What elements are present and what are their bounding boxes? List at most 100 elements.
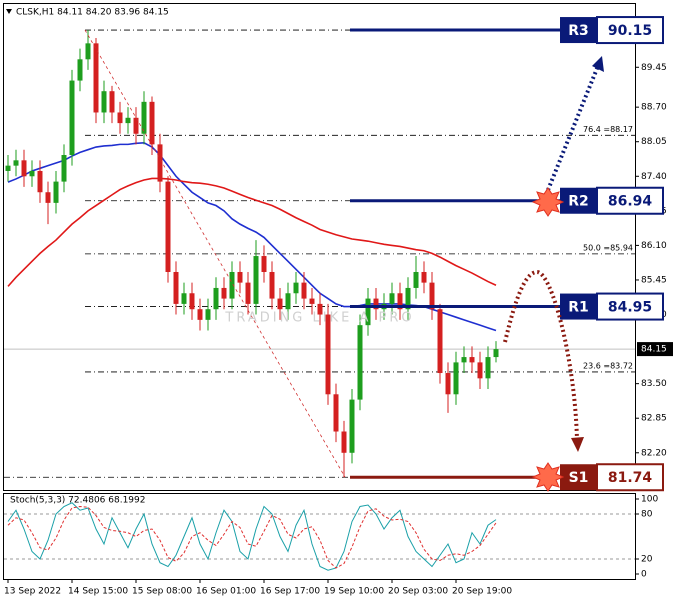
- candle-body: [21, 160, 27, 177]
- candle-body: [493, 349, 499, 358]
- x-tick-label: 16 Sep 01:00: [196, 587, 256, 597]
- candle-body: [221, 287, 227, 299]
- candle-body: [253, 256, 259, 304]
- y-tick-label: 87.40: [641, 172, 667, 182]
- level-name-box: [560, 187, 597, 214]
- fib-trendline: [84, 29, 346, 478]
- level-name: R1: [568, 300, 589, 316]
- candle-body: [37, 170, 43, 193]
- candle-body: [485, 357, 491, 379]
- level-value: 86.94: [608, 194, 653, 210]
- arrow-down: [503, 269, 579, 441]
- indicator-y-tick-label: 20: [641, 555, 653, 565]
- candle-body: [421, 271, 427, 283]
- candle-body: [469, 357, 475, 363]
- x-tick-label: 20 Sep 19:00: [452, 587, 512, 597]
- candle-body: [341, 431, 347, 453]
- indicator-y-tick-label: 80: [641, 510, 653, 520]
- candle-body: [69, 80, 75, 156]
- candle-body: [301, 282, 307, 299]
- candle-body: [157, 144, 163, 182]
- candle-body: [117, 112, 123, 124]
- arrow-up: [546, 65, 600, 191]
- indicator-title: Stoch(5,3,3) 72.4806 68.1992: [10, 496, 145, 506]
- candle-body: [445, 373, 451, 395]
- candle-body: [29, 170, 35, 177]
- candle-body: [125, 117, 131, 124]
- y-tick-label: 82.85: [641, 414, 667, 424]
- candle-body: [429, 282, 435, 310]
- candle-body: [373, 298, 379, 310]
- candle-body: [285, 293, 291, 310]
- moving-average: [7, 177, 497, 287]
- arrow-head: [592, 56, 604, 72]
- x-tick-label: 14 Sep 15:00: [68, 587, 128, 597]
- candle-body: [397, 293, 403, 310]
- level-value: 90.15: [608, 23, 652, 39]
- x-tick-label: 13 Sep 2022: [4, 587, 61, 597]
- x-tick-label: 16 Sep 17:00: [260, 587, 320, 597]
- y-tick-label: 89.45: [641, 63, 667, 73]
- candle-body: [405, 287, 411, 310]
- candle-body: [149, 101, 155, 145]
- candle-body: [229, 271, 235, 299]
- candle-body: [357, 325, 363, 400]
- level-name-box: [560, 17, 597, 44]
- candle-body: [317, 303, 323, 315]
- level-value-box: [596, 292, 664, 321]
- candle-body: [413, 271, 419, 288]
- burst-icon: [531, 187, 565, 492]
- candle-body: [245, 282, 251, 304]
- candle-body: [5, 165, 11, 171]
- candle-body: [477, 362, 483, 379]
- level-name-box: [560, 293, 597, 320]
- candle-body: [349, 399, 355, 453]
- arrow-head: [571, 437, 584, 452]
- candle-body: [269, 271, 275, 299]
- x-tick-label: 20 Sep 03:00: [388, 587, 448, 597]
- y-tick-label: 86.10: [641, 241, 667, 251]
- level-value: 81.74: [608, 470, 653, 486]
- level-name: S1: [569, 470, 589, 486]
- chart-header: CLSK,H1 84.11 84.20 83.96 84.15: [16, 8, 169, 18]
- fib-level-label: 23.6 =83.72: [583, 361, 633, 370]
- y-tick-label: 85.45: [641, 275, 667, 285]
- y-tick-label: 88.05: [641, 137, 667, 147]
- y-tick-label: 82.20: [641, 448, 667, 458]
- last-price-box: [637, 342, 673, 357]
- indicator-y-tick-label: 100: [641, 495, 658, 505]
- level-value-box: [596, 186, 664, 215]
- indicator-y-tick-label: 0: [641, 570, 647, 580]
- candle-body: [93, 43, 99, 113]
- main-panel-border: [3, 3, 636, 491]
- level-value-box: [596, 16, 664, 45]
- candle-body: [453, 362, 459, 395]
- candle-body: [461, 357, 467, 363]
- candle-body: [53, 181, 59, 203]
- candle-body: [189, 293, 195, 310]
- candle-body: [133, 117, 139, 134]
- indicator-line: [7, 505, 497, 569]
- candle-body: [181, 293, 187, 304]
- candle-body: [365, 298, 371, 326]
- indicator-panel-border: [3, 493, 636, 580]
- candle-body: [77, 59, 83, 81]
- menu-icon: [6, 9, 12, 14]
- candle-body: [141, 101, 147, 134]
- y-tick-label: 88.70: [641, 103, 667, 113]
- fib-level-label: 76.4 =88.17: [583, 125, 633, 134]
- candle-body: [173, 271, 179, 304]
- candle-body: [437, 309, 443, 374]
- candle-body: [165, 181, 171, 272]
- candle-body: [293, 282, 299, 294]
- level-name-box: [560, 464, 597, 491]
- candle-body: [45, 192, 51, 203]
- level-name: R3: [568, 23, 589, 39]
- fib-level-label: 50.0 =85.94: [583, 243, 633, 252]
- watermark: TRADING LIKE A PRO: [224, 311, 414, 326]
- x-tick-label: 15 Sep 08:00: [132, 587, 192, 597]
- candle-body: [213, 287, 219, 310]
- level-value-box: [596, 463, 664, 492]
- candle-body: [309, 298, 315, 304]
